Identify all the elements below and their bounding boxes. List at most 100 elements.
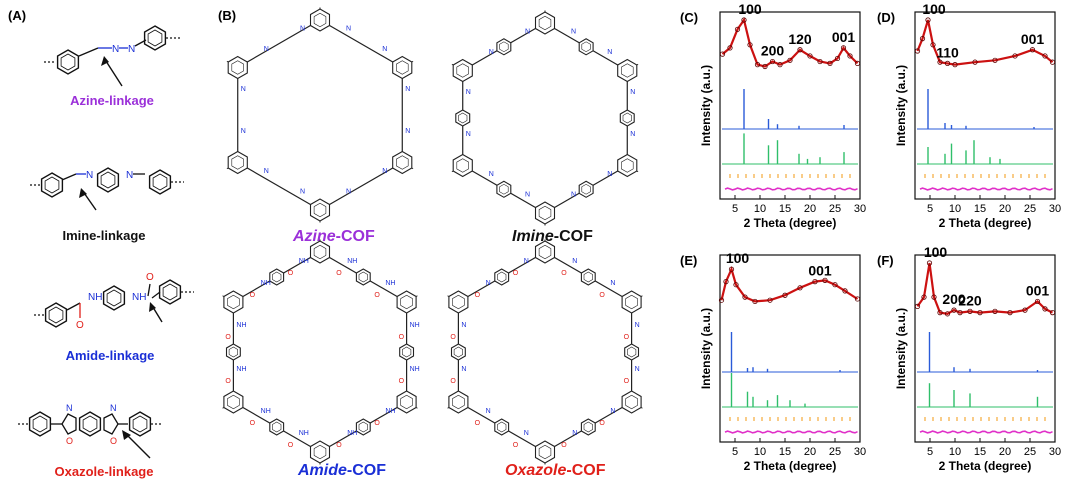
cof-edge [237, 161, 321, 211]
data-point [752, 298, 758, 305]
peak-label: 100 [922, 1, 946, 17]
ring-atom-label: N [524, 258, 529, 265]
ring-atom-label: O [336, 270, 342, 277]
x-tick-label: 30 [1049, 446, 1061, 458]
oxazole-linkage-label: Oxazole-linkage [55, 464, 154, 479]
azine-cof-title: Azine-COF [293, 228, 375, 246]
data-point [742, 294, 748, 300]
linker-benzene [450, 343, 466, 361]
data-point [822, 277, 828, 283]
ring-atom-label: N [466, 131, 471, 138]
imine-cof-suffix: -COF [553, 228, 593, 245]
node-benzene-inner [452, 294, 465, 310]
x-tick-label: 5 [732, 203, 738, 215]
data-point [1049, 59, 1056, 65]
amide-cof-title: Amide-COF [298, 462, 386, 480]
node-benzene-inner [538, 244, 552, 260]
data-point [719, 51, 726, 57]
cof-extension [225, 60, 238, 68]
panel-label-d: (D) [877, 10, 895, 25]
plot-frame [719, 254, 861, 443]
node-benzene-inner [396, 155, 409, 170]
ring-atom-label: O [624, 378, 630, 385]
data-point [914, 48, 921, 54]
peak-label: 100 [738, 1, 762, 17]
linker-benzene [494, 268, 510, 286]
linker-benzene-inner [622, 112, 632, 124]
peak-label: 120 [788, 31, 812, 47]
peak-label: 001 [1026, 282, 1050, 298]
ring-atom-label: N [524, 430, 529, 437]
ring-atom-label: N [630, 89, 635, 96]
ring-atom-label: N [461, 322, 466, 329]
node-benzene [396, 290, 417, 314]
data-point [951, 307, 957, 313]
experimental-curve [720, 265, 859, 303]
data-point [967, 308, 973, 314]
data-point [847, 53, 853, 59]
data-point [840, 45, 847, 51]
ring-atom-label: N [571, 28, 576, 35]
ring-atom-label: N [241, 128, 246, 135]
panel-label-c: (C) [680, 10, 698, 25]
data-point [787, 57, 793, 63]
ring-atom-label: NH [385, 408, 395, 415]
ring-atom-label: O [374, 420, 380, 427]
ring-atom-label: NH [410, 366, 420, 373]
x-tick-label: 25 [1024, 203, 1036, 215]
node-benzene-inner [400, 394, 413, 410]
node-benzene-inner [231, 155, 244, 170]
data-point [1029, 47, 1036, 53]
xrd-chart-f: (F) 5 10 15 20 25 30 2 Theta (degree) Intensity … [877, 244, 1061, 473]
data-point [1022, 307, 1028, 313]
ring-atom-label: N [630, 131, 635, 138]
x-tick-label: 5 [927, 203, 933, 215]
atom-o: O [110, 436, 117, 446]
x-tick-label: 30 [1049, 203, 1061, 215]
cof-edge [237, 19, 321, 69]
ring-atom-label: O [513, 442, 519, 449]
ring-atom-label: NH [385, 280, 395, 287]
linker-benzene-inner [497, 421, 507, 433]
peak-label: 200 [761, 43, 785, 59]
x-tick-label: 10 [949, 446, 961, 458]
node-benzene [309, 8, 331, 32]
ring-atom-label: O [225, 378, 231, 385]
ring-atom-label: N [300, 25, 305, 32]
node-benzene [392, 150, 413, 175]
data-point [741, 17, 747, 23]
linker-benzene [580, 418, 596, 436]
x-tick-label: 20 [804, 203, 816, 215]
ring-atom-label: O [599, 292, 605, 299]
linker-benzene-inner [228, 346, 239, 358]
node-benzene-inner [313, 202, 327, 218]
data-point [1042, 53, 1048, 59]
ring-atom-label: N [486, 408, 491, 415]
node-benzene-inner [538, 444, 552, 460]
node-benzene [621, 390, 642, 414]
node-benzene-inner [400, 294, 413, 310]
linker-benzene-inner [499, 41, 509, 53]
ring-atom-label: N [635, 366, 640, 373]
peak-label: 001 [808, 263, 832, 279]
ring-atom-label: N [264, 168, 269, 175]
plot-frame [914, 11, 1056, 200]
ring-atom-label: N [466, 89, 471, 96]
amide-structure: O NH NH O [34, 272, 194, 331]
ring-atom-label: O [450, 378, 456, 385]
ring-atom-label: N [610, 280, 615, 287]
linker-benzene [619, 109, 635, 127]
data-point [944, 60, 951, 67]
linker-benzene [355, 268, 371, 286]
ring-atom-label: NH [347, 258, 357, 265]
ring-atom-label: NH [236, 366, 246, 373]
linker-benzene [578, 180, 594, 198]
x-tick-label: 15 [974, 446, 986, 458]
linker-benzene [269, 418, 285, 436]
azine-cof-suffix: -COF [335, 228, 375, 245]
node-benzene [617, 58, 638, 83]
data-point [921, 294, 927, 300]
data-point [834, 55, 841, 62]
data-point [1049, 309, 1056, 316]
difference-curve [724, 187, 858, 191]
